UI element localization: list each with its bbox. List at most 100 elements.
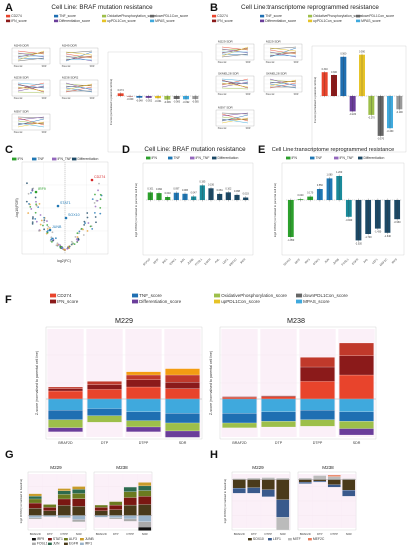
panel-h-legend-item-swatch: [248, 538, 252, 541]
panel-e-value-label: 0.040: [298, 194, 305, 197]
panel-a-legend: CD274 TNF_score OxidativePhosphorylation_s…: [6, 14, 188, 23]
panel-a-legend-item-swatch: [54, 19, 59, 23]
panel-f-legend-item-label: upPDL1Con_score: [221, 299, 260, 304]
panel-f-segment: [261, 396, 296, 400]
panel-e-legend-item-swatch: [286, 156, 291, 160]
panel-a-legend-item-swatch: [150, 14, 155, 18]
panel-b-mini-series-line: [221, 78, 249, 82]
panel-b-mini-title: SKMEL28 SDR: [218, 72, 240, 76]
panel-a-mini-series-line: [17, 116, 45, 119]
panel-b-mini-series-line: [221, 112, 249, 117]
panel-h-segment: [298, 479, 312, 483]
panel-c-point: [99, 212, 102, 215]
panel-h-highlight: [326, 474, 342, 528]
panel-f-segment: [165, 368, 200, 376]
panel-g-segment: [109, 504, 123, 510]
panel-f-segment: [87, 398, 122, 409]
panel-c-gene-label: SOX10: [68, 213, 80, 217]
panel-c-point: [34, 211, 37, 214]
panel-a-mini-series-line: [65, 51, 93, 56]
panel-h-segment: [276, 479, 290, 500]
panel-c-point: [86, 230, 89, 232]
panel-h-x-tick-label: SDR: [346, 532, 352, 536]
panel-e-legend-item-label: IFN_TNF: [339, 156, 353, 160]
panel-b-label: B: [210, 2, 218, 14]
panel-b-mini-line-plots: M229 SDR Parental SDR M229 SDR Parental SDR SK…: [215, 40, 303, 130]
panel-c-point: [84, 222, 86, 224]
panel-c-legend: IFN TNF IFN_TNF Differentiation: [12, 157, 98, 161]
panel-g-x-tick-label: DTP: [47, 532, 53, 536]
panel-f-segment: [339, 398, 374, 412]
panel-a-legend-item-label: upPDL1Con_score: [107, 19, 136, 23]
panel-c-point: [35, 220, 38, 223]
panel-g-segment: [72, 506, 86, 516]
panel-h-segment: [276, 499, 290, 518]
panel-a-title: Cell Line: BRAF mutation resistance: [51, 4, 153, 11]
panel-g-segment: [138, 482, 152, 487]
panel-c-point: [94, 216, 97, 218]
panel-a-mini-x-label: SDR: [42, 98, 47, 100]
panel-g-highlight: [42, 474, 58, 528]
panel-f-legend-item-swatch: [296, 293, 303, 298]
panel-c-point: [78, 230, 81, 233]
panel-c-point: [30, 191, 32, 194]
panel-b-mini-series-line: [269, 47, 297, 52]
panel-g-legend-item-swatch: [48, 538, 52, 541]
panel-h-segment: [232, 479, 246, 489]
panel-e-legend-item-label: TNF: [315, 156, 322, 160]
panel-h-segment: [261, 479, 275, 490]
panel-f-segment: [87, 381, 122, 385]
panel-b-legend-item-swatch: [260, 19, 265, 23]
panel-e-x-tick-label: EGFR: [351, 257, 359, 265]
panel-d-frame: [142, 162, 254, 256]
panel-g-segment: [123, 515, 137, 520]
panel-a-mini-title: M249 DDR: [14, 44, 30, 48]
panel-b-legend-item-label: OxidativePhosphorylation_score: [313, 14, 362, 18]
panel-e-x-tick-label: JUN: [324, 257, 331, 264]
panel-g-highlight: [108, 474, 124, 528]
panel-e-x-tick-label: MEF2C: [379, 257, 389, 267]
panel-c-point: [46, 220, 48, 222]
panel-f-segment: [165, 382, 200, 389]
panel-c-point: [38, 230, 40, 232]
panel-f-x-tick-label: SDR: [353, 441, 361, 445]
panel-f-legend-item-label: TNF_score: [139, 293, 162, 298]
panel-e-value-label: -1.850: [287, 239, 294, 242]
panel-g-segment: [28, 515, 42, 518]
panel-a-value-label: -0.052: [145, 99, 152, 102]
panel-f-segment: [300, 398, 335, 411]
panel-g-x-tick-label: DTP: [113, 532, 119, 536]
panel-a-value-label: -0.048: [136, 99, 143, 102]
panel-g-segment: [72, 486, 86, 490]
panel-e-x-tick-label: SOX10: [282, 257, 292, 267]
panel-a-legend-item-swatch: [102, 14, 107, 18]
panel-f-segment: [165, 422, 200, 432]
panel-g-legend-item-swatch: [48, 542, 52, 545]
panel-g-x-tick-label: BRAF2D: [96, 532, 107, 536]
panel-f-segment: [126, 426, 161, 432]
panel-f-legend-item-swatch: [132, 293, 139, 298]
panel-f-segment: [300, 419, 335, 427]
panel-b-mini-series-line: [269, 83, 297, 89]
panel-f-ylabel-m238: Z-score (normalised to parental cell lin…: [209, 351, 213, 415]
panel-a-legend-item-swatch: [102, 19, 107, 23]
panel-f-segment: [261, 421, 296, 428]
panel-h-legend-item-label: MITF: [293, 537, 301, 541]
panel-d-x-tick-label: MITF: [152, 257, 160, 265]
panel-b-mini-series-line: [269, 81, 297, 86]
panel-f-segment: [48, 390, 83, 400]
panel-c-point: [43, 221, 45, 223]
panel-g-segment: [28, 493, 42, 497]
panel-g-segment: [57, 505, 71, 516]
panel-a-bar-frame: [107, 51, 203, 153]
panel-g-ylabel: log2 FPKM (normalised to baseline): [19, 479, 23, 524]
panel-d-value-label: 0.081: [217, 189, 224, 192]
panel-a-mini-series-line: [17, 57, 45, 60]
panel-d-legend-item-swatch: [190, 156, 195, 160]
panel-d-x-tick-label: JUN: [179, 257, 186, 264]
panel-b-legend-item-swatch: [260, 14, 265, 18]
panel-g-legend-item-swatch: [80, 538, 84, 541]
panel-a-mini-series-line: [17, 85, 45, 92]
panel-c-point: [27, 192, 30, 195]
